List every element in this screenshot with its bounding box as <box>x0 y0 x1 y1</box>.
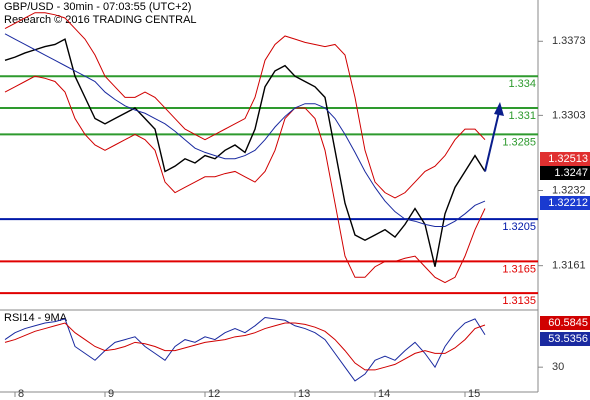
x-tick-label: 13 <box>298 388 310 400</box>
chart-title: GBP/USD - 30min - 07:03:55 (UTC+2) <box>4 1 191 13</box>
last-value-label: 1.3247 <box>554 167 588 179</box>
series-line <box>4 33 486 228</box>
rsi-title: RSI14 - 9MA <box>4 312 68 324</box>
last-value-box <box>540 332 590 346</box>
level-label: 1.3205 <box>502 221 536 233</box>
last-value-label: 53.5356 <box>548 333 588 345</box>
y-tick-label: 1.3373 <box>552 35 586 47</box>
level-label: 1.3135 <box>502 295 536 307</box>
x-tick-label: 8 <box>18 388 24 400</box>
series-line <box>4 322 486 371</box>
y-tick-label: 1.3232 <box>552 184 586 196</box>
series-line <box>4 12 486 199</box>
last-value-box <box>540 316 590 330</box>
level-label: 1.331 <box>508 110 536 122</box>
last-value-label: 1.32513 <box>548 153 588 165</box>
level-label: 1.334 <box>508 78 536 90</box>
y-tick-label: 1.3161 <box>552 260 586 272</box>
x-tick-label: 14 <box>378 388 390 400</box>
series-line <box>4 75 486 284</box>
series-line <box>4 316 486 382</box>
last-value-box <box>540 196 590 210</box>
x-tick-label: 9 <box>108 388 114 400</box>
level-label: 1.3285 <box>502 136 536 148</box>
x-tick-label: 12 <box>208 388 220 400</box>
projection-arrow <box>484 111 500 172</box>
y-tick-label: 1.3303 <box>552 109 586 121</box>
series-line <box>4 38 486 267</box>
chart-subtitle: Research © 2016 TRADING CENTRAL <box>4 14 197 26</box>
y-tick-label: 30 <box>552 361 564 373</box>
projection-arrow-head <box>494 101 504 116</box>
x-tick-label: 15 <box>468 388 480 400</box>
last-value-box <box>540 166 590 180</box>
last-value-label: 1.32212 <box>548 197 588 209</box>
level-label: 1.3165 <box>502 263 536 275</box>
last-value-label: 60.5845 <box>548 317 588 329</box>
last-value-box <box>540 152 590 166</box>
